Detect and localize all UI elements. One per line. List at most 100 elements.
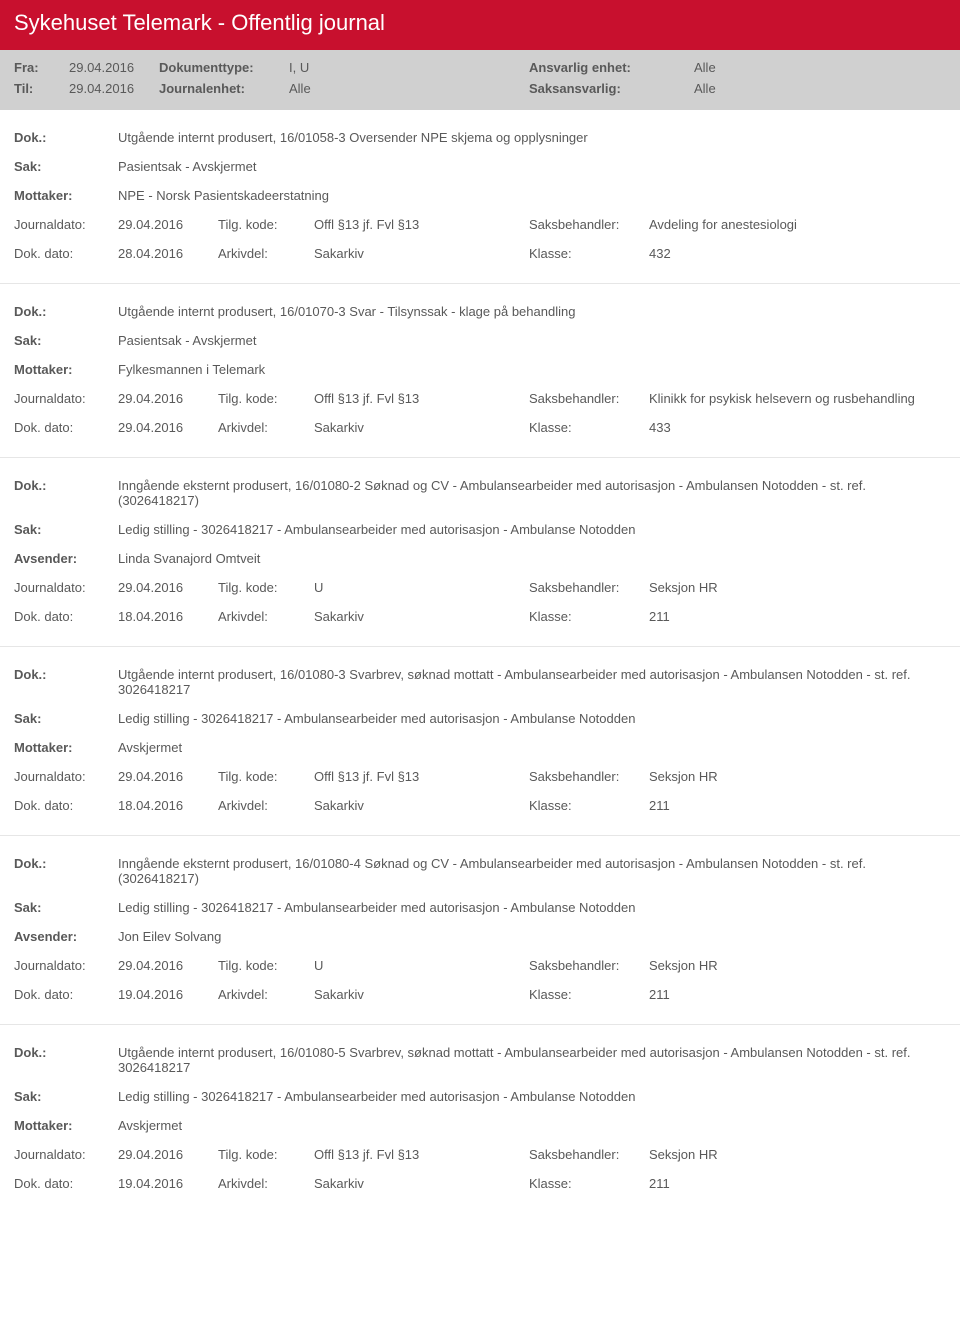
journaldato-value: 29.04.2016	[118, 958, 218, 973]
filter-doktype-value: I, U	[289, 60, 529, 75]
sak-label: Sak:	[14, 333, 118, 348]
meta-row: Dok. dato:28.04.2016Arkivdel:SakarkivKla…	[14, 246, 946, 261]
tilgkode-value: U	[314, 580, 529, 595]
tilgkode-label: Tilg. kode:	[218, 1147, 314, 1162]
tilgkode-label: Tilg. kode:	[218, 217, 314, 232]
party-value: Avskjermet	[118, 1118, 946, 1133]
party-value: Linda Svanajord Omtveit	[118, 551, 946, 566]
tilgkode-label: Tilg. kode:	[218, 391, 314, 406]
journaldato-label: Journaldato:	[14, 217, 118, 232]
klasse-label: Klasse:	[529, 1176, 649, 1191]
sak-line: Sak:Ledig stilling - 3026418217 - Ambula…	[14, 1089, 946, 1104]
dokdato-label: Dok. dato:	[14, 798, 118, 813]
filter-journalenhet-value: Alle	[289, 81, 529, 96]
sak-label: Sak:	[14, 159, 118, 174]
party-label: Mottaker:	[14, 740, 118, 755]
sak-value: Pasientsak - Avskjermet	[118, 159, 946, 174]
party-line: Mottaker:Fylkesmannen i Telemark	[14, 362, 946, 377]
saksbehandler-value: Seksjon HR	[649, 1147, 718, 1162]
dok-label: Dok.:	[14, 478, 118, 493]
filter-ansvarlig-value: Alle	[694, 60, 716, 75]
arkivdel-label: Arkivdel:	[218, 987, 314, 1002]
klasse-value: 211	[649, 798, 670, 813]
dokdato-label: Dok. dato:	[14, 987, 118, 1002]
tilgkode-label: Tilg. kode:	[218, 958, 314, 973]
filter-row: Til: 29.04.2016 Journalenhet: Alle Saksa…	[14, 81, 946, 96]
saksbehandler-value: Seksjon HR	[649, 958, 718, 973]
arkivdel-value: Sakarkiv	[314, 420, 529, 435]
dokdato-label: Dok. dato:	[14, 1176, 118, 1191]
meta-row: Journaldato:29.04.2016Tilg. kode:Offl §1…	[14, 217, 946, 232]
dok-label: Dok.:	[14, 1045, 118, 1060]
klasse-value: 211	[649, 1176, 670, 1191]
party-label: Avsender:	[14, 551, 118, 566]
sak-label: Sak:	[14, 900, 118, 915]
sak-value: Ledig stilling - 3026418217 - Ambulansea…	[118, 1089, 946, 1104]
journaldato-label: Journaldato:	[14, 391, 118, 406]
journaldato-label: Journaldato:	[14, 958, 118, 973]
journaldato-label: Journaldato:	[14, 580, 118, 595]
sak-line: Sak:Pasientsak - Avskjermet	[14, 333, 946, 348]
filter-til-label: Til:	[14, 81, 69, 96]
saksbehandler-value: Seksjon HR	[649, 580, 718, 595]
filter-fra-label: Fra:	[14, 60, 69, 75]
party-label: Mottaker:	[14, 362, 118, 377]
saksbehandler-label: Saksbehandler:	[529, 1147, 649, 1162]
sak-value: Ledig stilling - 3026418217 - Ambulansea…	[118, 522, 946, 537]
party-value: NPE - Norsk Pasientskadeerstatning	[118, 188, 946, 203]
filter-til-value: 29.04.2016	[69, 81, 159, 96]
arkivdel-label: Arkivdel:	[218, 1176, 314, 1191]
filter-saksansvarlig-label: Saksansvarlig:	[529, 81, 694, 96]
journal-entry: Dok.:Inngående eksternt produsert, 16/01…	[0, 835, 960, 1024]
klasse-label: Klasse:	[529, 609, 649, 624]
journal-entry: Dok.:Inngående eksternt produsert, 16/01…	[0, 457, 960, 646]
dokdato-value: 18.04.2016	[118, 798, 218, 813]
sak-value: Ledig stilling - 3026418217 - Ambulansea…	[118, 711, 946, 726]
sak-value: Pasientsak - Avskjermet	[118, 333, 946, 348]
dokdato-label: Dok. dato:	[14, 609, 118, 624]
arkivdel-label: Arkivdel:	[218, 420, 314, 435]
sak-label: Sak:	[14, 711, 118, 726]
journaldato-value: 29.04.2016	[118, 580, 218, 595]
party-line: Mottaker:Avskjermet	[14, 1118, 946, 1133]
dokdato-label: Dok. dato:	[14, 246, 118, 261]
klasse-value: 432	[649, 246, 671, 261]
journal-entry: Dok.:Utgående internt produsert, 16/0105…	[0, 110, 960, 283]
dok-value: Inngående eksternt produsert, 16/01080-2…	[118, 478, 946, 508]
klasse-value: 211	[649, 987, 670, 1002]
klasse-label: Klasse:	[529, 798, 649, 813]
saksbehandler-value: Avdeling for anestesiologi	[649, 217, 797, 232]
sak-label: Sak:	[14, 522, 118, 537]
party-value: Jon Eilev Solvang	[118, 929, 946, 944]
tilgkode-value: Offl §13 jf. Fvl §13	[314, 1147, 529, 1162]
journaldato-label: Journaldato:	[14, 1147, 118, 1162]
arkivdel-label: Arkivdel:	[218, 798, 314, 813]
klasse-label: Klasse:	[529, 987, 649, 1002]
party-label: Mottaker:	[14, 1118, 118, 1133]
tilgkode-value: U	[314, 958, 529, 973]
meta-row: Journaldato:29.04.2016Tilg. kode:Offl §1…	[14, 1147, 946, 1162]
arkivdel-label: Arkivdel:	[218, 609, 314, 624]
dok-value: Utgående internt produsert, 16/01058-3 O…	[118, 130, 946, 145]
dokdato-label: Dok. dato:	[14, 420, 118, 435]
filter-bar: Fra: 29.04.2016 Dokumenttype: I, U Ansva…	[0, 50, 960, 110]
filter-fra-value: 29.04.2016	[69, 60, 159, 75]
dokdato-value: 19.04.2016	[118, 987, 218, 1002]
dok-label: Dok.:	[14, 856, 118, 871]
dokdato-value: 19.04.2016	[118, 1176, 218, 1191]
dok-line: Dok.:Utgående internt produsert, 16/0108…	[14, 1045, 946, 1075]
saksbehandler-label: Saksbehandler:	[529, 769, 649, 784]
filter-journalenhet-label: Journalenhet:	[159, 81, 289, 96]
journaldato-value: 29.04.2016	[118, 391, 218, 406]
dok-label: Dok.:	[14, 304, 118, 319]
sak-line: Sak:Pasientsak - Avskjermet	[14, 159, 946, 174]
tilgkode-value: Offl §13 jf. Fvl §13	[314, 391, 529, 406]
saksbehandler-label: Saksbehandler:	[529, 391, 649, 406]
meta-row: Journaldato:29.04.2016Tilg. kode:Offl §1…	[14, 769, 946, 784]
klasse-label: Klasse:	[529, 420, 649, 435]
party-line: Avsender:Linda Svanajord Omtveit	[14, 551, 946, 566]
dok-value: Inngående eksternt produsert, 16/01080-4…	[118, 856, 946, 886]
saksbehandler-label: Saksbehandler:	[529, 580, 649, 595]
filter-ansvarlig-label: Ansvarlig enhet:	[529, 60, 694, 75]
party-line: Mottaker:Avskjermet	[14, 740, 946, 755]
